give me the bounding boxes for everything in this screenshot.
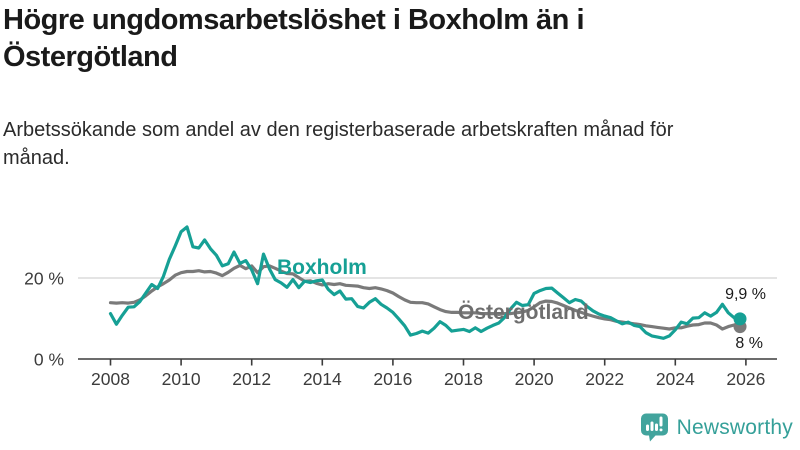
page-subtitle: Arbetssökande som andel av den registerb… [3, 119, 674, 169]
x-axis-label-2020: 2020 [515, 369, 554, 389]
x-axis-label-2008: 2008 [91, 369, 130, 389]
end-value-label-ostergotland: 8 % [735, 335, 763, 352]
x-axis-label-2026: 2026 [726, 369, 765, 389]
x-axis-label-2022: 2022 [585, 369, 624, 389]
speech-bubble-shape [640, 413, 668, 442]
newsworthy-bubble-chart-icon [640, 413, 668, 442]
x-axis-label-2024: 2024 [656, 369, 695, 389]
y-axis-label-20: 20 % [24, 269, 64, 289]
line-boxholm [108, 225, 742, 340]
end-dot-boxholm [733, 312, 747, 326]
x-axis-label-2016: 2016 [373, 369, 412, 389]
x-axis-label-2014: 2014 [303, 369, 342, 389]
x-axis-label-2018: 2018 [444, 369, 483, 389]
x-axis-label-2010: 2010 [162, 369, 201, 389]
series-label-boxholm: Boxholm [277, 256, 367, 279]
page-title: Högre ungdomsarbetslöshet i Boxholm än i… [3, 4, 585, 73]
end-value-label-boxholm: 9,9 % [725, 286, 766, 303]
newsworthy-logo[interactable]: Newsworthy [639, 412, 793, 443]
line-östergötland [108, 263, 742, 331]
x-axis-label-2012: 2012 [232, 369, 271, 389]
y-axis-label-0: 0 % [34, 350, 64, 370]
newsworthy-logo-text: Newsworthy [676, 415, 793, 439]
series-label-ostergotland: Östergötland [458, 301, 589, 324]
